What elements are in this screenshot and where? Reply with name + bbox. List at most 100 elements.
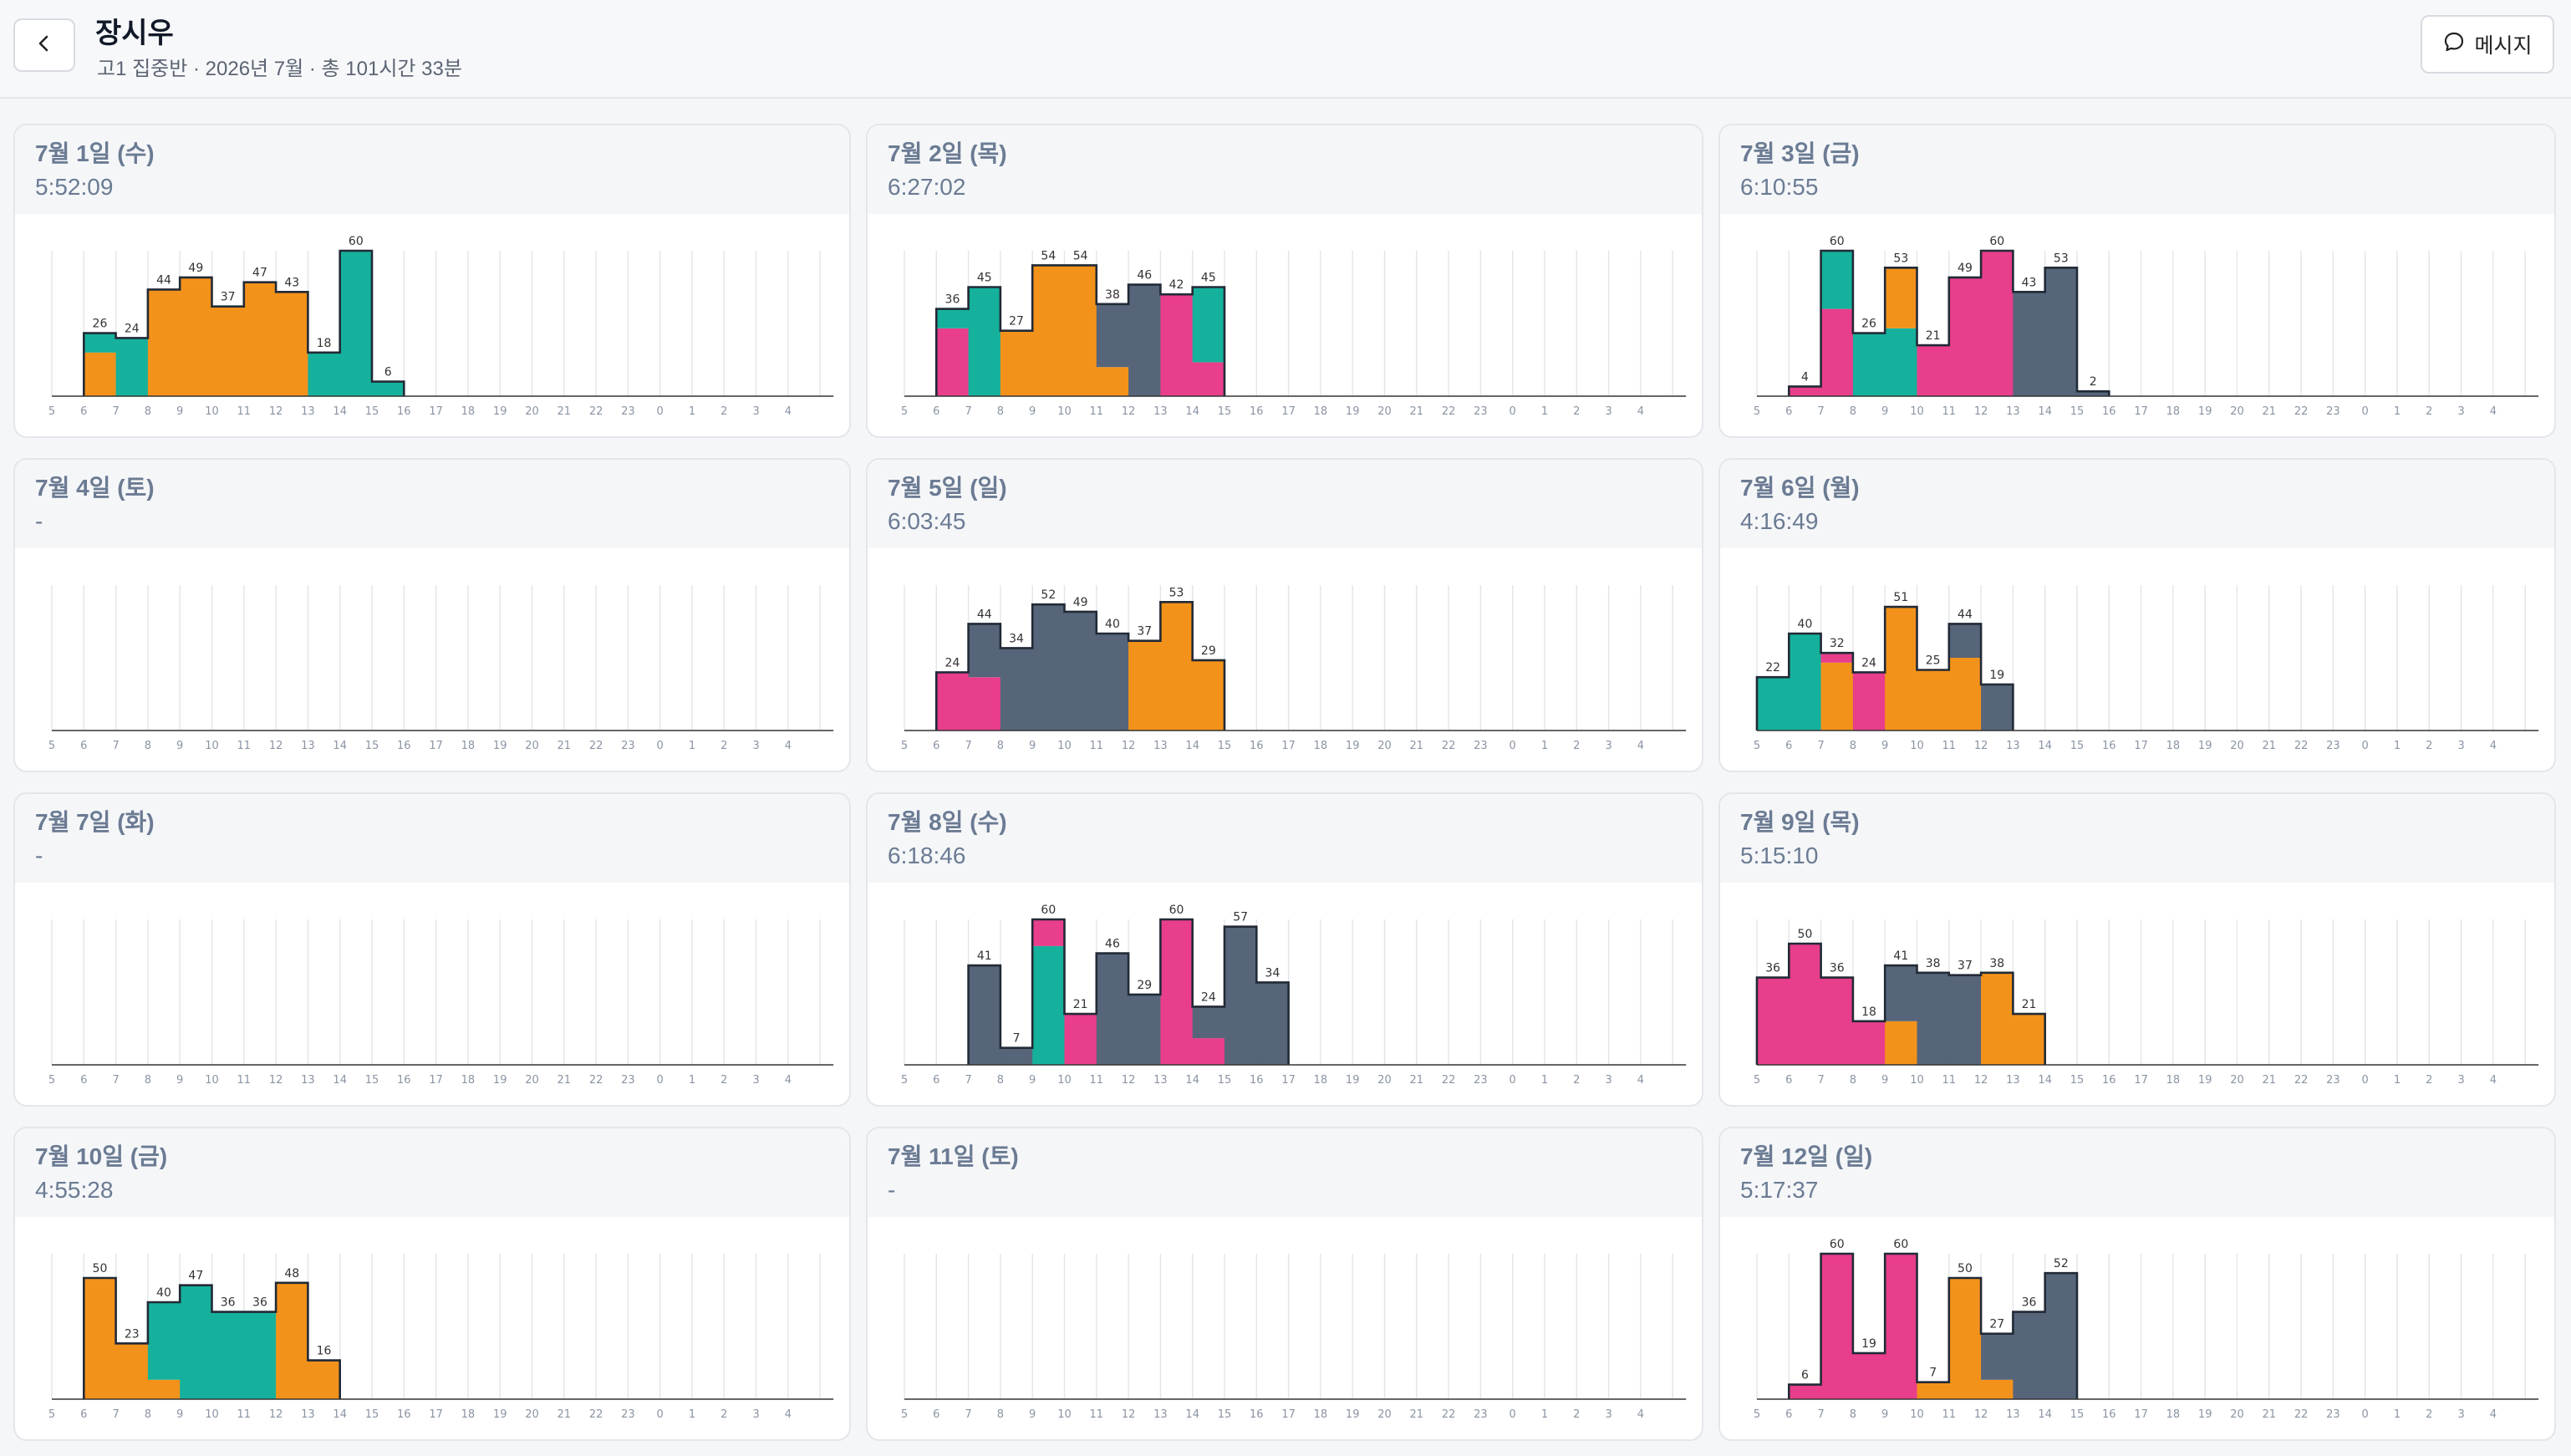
message-button[interactable]: 메시지 xyxy=(2421,15,2554,74)
x-tick-label: 6 xyxy=(80,740,87,752)
x-tick-label: 20 xyxy=(2230,740,2244,752)
x-tick-label: 23 xyxy=(621,405,635,418)
bar-outline xyxy=(935,264,1226,396)
x-tick-label: 8 xyxy=(145,1408,151,1421)
x-tick-label: 0 xyxy=(657,740,664,752)
day-card-header: 7월 8일 (수) 6:18:46 xyxy=(868,794,1702,883)
day-total-time: 6:27:02 xyxy=(888,174,966,200)
bar-value-label: 24 xyxy=(1861,656,1876,669)
bar-value-label: 60 xyxy=(349,235,364,248)
bar-segment-orange xyxy=(1981,1379,2014,1399)
bar-segment-pink xyxy=(1981,251,2014,396)
x-tick-label: 16 xyxy=(397,405,411,418)
bar-segment-orange xyxy=(115,1343,149,1399)
x-tick-label: 19 xyxy=(2198,1408,2212,1421)
bar-segment-slate xyxy=(1917,972,1950,1065)
bar-segment-pink xyxy=(1789,386,1821,396)
bar-segment-teal xyxy=(180,1285,212,1399)
hourly-chart: 6 60 19 60 7 50 27 36 52 5 6 7 8 9 10 11 12 13 14 15 16 17 18 1… xyxy=(1720,1217,2554,1439)
bar-value-label: 18 xyxy=(317,337,332,350)
x-tick-label: 4 xyxy=(2490,1074,2497,1087)
x-tick-label: 22 xyxy=(1442,1074,1456,1087)
x-tick-label: 10 xyxy=(1910,405,1924,418)
bar-value-label: 49 xyxy=(1073,596,1088,609)
day-card-header: 7월 4일 (토) - xyxy=(15,460,849,548)
hourly-chart-svg: 5 6 7 8 9 10 11 12 13 14 15 16 17 18 19 20 21 22 23 0 1 2 3 4 xyxy=(48,919,834,1087)
hourly-chart: 4 60 26 53 21 49 60 43 53 2 5 6 7 8 9 10 11 12 13 14 15 16 17 1… xyxy=(1720,214,2554,436)
x-tick-label: 9 xyxy=(176,740,183,752)
hourly-chart: 36 50 36 18 41 38 37 38 21 5 6 7 8 9 10 11 12 13 14 15 16 17 1… xyxy=(1720,883,2554,1105)
bar-value-label: 36 xyxy=(945,293,960,307)
x-tick-label: 1 xyxy=(689,1408,695,1421)
bar-value-label: 18 xyxy=(1861,1005,1876,1019)
x-tick-label: 22 xyxy=(2294,405,2309,418)
hourly-chart: 26 24 44 49 37 47 43 18 60 6 5 6 7 8 9 10 11 12 13 14 15 16 17… xyxy=(15,214,849,436)
x-tick-label: 14 xyxy=(1185,1408,1199,1421)
bar-value-label: 40 xyxy=(1798,618,1813,631)
day-total-time: 5:52:09 xyxy=(35,174,114,200)
x-tick-label: 20 xyxy=(525,1074,539,1087)
x-tick-label: 2 xyxy=(2426,405,2432,418)
x-tick-label: 13 xyxy=(1153,1074,1168,1087)
x-tick-label: 9 xyxy=(176,1074,183,1087)
x-tick-label: 10 xyxy=(1057,1074,1072,1087)
day-card-header: 7월 7일 (화) - xyxy=(15,794,849,883)
day-date: 7월 5일 (일) xyxy=(888,475,1007,501)
x-tick-label: 5 xyxy=(1754,405,1760,418)
bar-value-label: 48 xyxy=(284,1267,299,1280)
x-tick-label: 14 xyxy=(333,1408,347,1421)
x-tick-label: 8 xyxy=(997,1074,1004,1087)
bar-segment-pink xyxy=(1820,977,1854,1065)
x-tick-label: 9 xyxy=(176,1408,183,1421)
page-subtitle: 고1 집중반 · 2026년 7월 · 총 101시간 33분 xyxy=(97,58,462,80)
bar-segment-pink xyxy=(1917,345,1950,396)
x-tick-label: 6 xyxy=(1785,740,1792,752)
day-card-header: 7월 1일 (수) 5:52:09 xyxy=(15,125,849,214)
x-tick-label: 5 xyxy=(901,1408,908,1421)
x-tick-label: 3 xyxy=(1605,1408,1611,1421)
x-tick-label: 8 xyxy=(1850,1074,1856,1087)
x-tick-label: 22 xyxy=(2294,1074,2309,1087)
x-tick-label: 6 xyxy=(80,1074,87,1087)
x-tick-label: 14 xyxy=(2038,1408,2052,1421)
x-tick-label: 23 xyxy=(2326,1408,2340,1421)
x-tick-label: 1 xyxy=(1541,740,1548,752)
x-tick-label: 19 xyxy=(2198,740,2212,752)
bar-value-label: 6 xyxy=(384,366,392,379)
x-tick-label: 17 xyxy=(1281,1408,1296,1421)
bar-segment-teal xyxy=(1789,634,1821,731)
x-tick-label: 17 xyxy=(429,1074,443,1087)
bar-value-label: 7 xyxy=(1013,1032,1021,1046)
bar-value-label: 45 xyxy=(977,272,992,285)
x-tick-label: 15 xyxy=(365,740,379,752)
page-title: 장시우 xyxy=(95,18,174,49)
x-tick-label: 2 xyxy=(1573,740,1580,752)
bar-value-label: 27 xyxy=(1009,315,1024,328)
bar-segment-pink xyxy=(1789,944,1821,1065)
day-card: 7월 7일 (화) -5 6 7 8 9 10 11 12 13 14 15 16 17 18 19 20 21 2… xyxy=(13,792,851,1107)
bar-segment-slate xyxy=(1128,284,1161,396)
x-tick-label: 22 xyxy=(2294,1408,2309,1421)
day-date: 7월 10일 (금) xyxy=(35,1143,168,1169)
day-total-time: 6:18:46 xyxy=(888,843,966,868)
x-tick-label: 10 xyxy=(1910,740,1924,752)
bar-value-label: 60 xyxy=(1169,904,1184,917)
day-card-header: 7월 3일 (금) 6:10:55 xyxy=(1720,125,2554,214)
x-tick-label: 17 xyxy=(2134,740,2148,752)
x-tick-label: 9 xyxy=(1881,405,1888,418)
x-tick-label: 18 xyxy=(461,405,476,418)
day-total-time: - xyxy=(888,1177,896,1203)
hourly-chart: 50 23 40 47 36 36 48 16 5 6 7 8 9 10 11 12 13 14 15 16 17 18 1… xyxy=(15,1217,849,1439)
x-tick-label: 21 xyxy=(557,1074,572,1087)
x-tick-label: 3 xyxy=(2457,1408,2464,1421)
bar-segment-slate xyxy=(1064,611,1097,731)
x-tick-label: 11 xyxy=(1090,740,1104,752)
x-tick-label: 12 xyxy=(269,1408,283,1421)
bar-value-label: 47 xyxy=(252,267,267,280)
back-button[interactable] xyxy=(13,18,75,72)
x-tick-label: 20 xyxy=(525,405,539,418)
x-tick-label: 20 xyxy=(2230,1074,2244,1087)
x-tick-label: 1 xyxy=(1541,1074,1548,1087)
bar-segment-orange xyxy=(1096,367,1129,396)
